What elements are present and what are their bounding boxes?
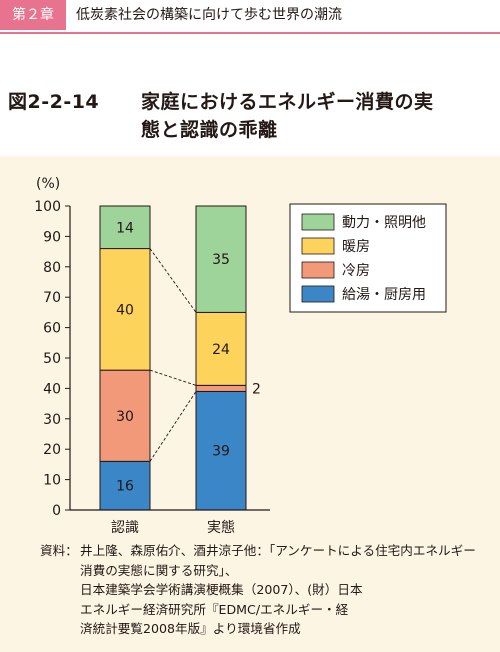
- y-tick-label: 40: [43, 381, 61, 397]
- source-note: 資料： 井上隆、森原佑介、酒井涼子他：「アンケートによる住宅内エネルギー消費の実…: [40, 541, 485, 639]
- source-label: 資料：: [40, 543, 78, 558]
- data-label: 39: [212, 444, 230, 460]
- y-tick-label: 90: [43, 229, 61, 245]
- y-tick-label: 100: [34, 199, 61, 215]
- data-label: 40: [116, 302, 134, 318]
- bar-segment: [195, 205, 247, 313]
- figure-title: 図2-2-14 家庭におけるエネルギー消費の実 態と認識の乖離: [8, 88, 434, 144]
- legend-label: 暖房: [342, 239, 370, 255]
- chart-panel: (%) 0 10 20 30 40 50 60 70 80 90 100 16 30 40 14 認識 39 2 24…: [0, 156, 500, 652]
- bar-segment: [99, 205, 151, 250]
- y-tick-label: 60: [43, 321, 61, 337]
- data-label: 24: [212, 342, 230, 358]
- y-tick-label: 10: [43, 473, 61, 489]
- data-label: 14: [116, 220, 134, 236]
- header-divider: [0, 32, 500, 34]
- legend-swatch: [301, 261, 335, 279]
- figure-title-line1: 家庭におけるエネルギー消費の実: [141, 91, 434, 113]
- y-tick-label: 0: [52, 503, 61, 519]
- data-label: 2: [252, 381, 261, 397]
- data-label: 35: [212, 252, 230, 268]
- bar-segment: [99, 460, 151, 511]
- bar-segment: [195, 311, 247, 386]
- legend-swatch: [301, 285, 335, 303]
- figure-number: 図2-2-14: [8, 91, 100, 113]
- y-tick-label: 70: [43, 290, 61, 306]
- legend-label: 動力・照明他: [342, 215, 426, 231]
- chapter-header: 第２章 低炭素社会の構築に向けて歩む世界の潮流: [0, 0, 500, 34]
- bar-segment: [195, 384, 247, 392]
- legend-label: 冷房: [342, 263, 370, 279]
- x-category-label: 実態: [207, 520, 235, 536]
- data-label: 16: [116, 479, 134, 495]
- y-axis-unit-label: (%): [36, 176, 60, 192]
- legend-swatch: [301, 237, 335, 255]
- y-tick-label: 30: [43, 412, 61, 428]
- legend-swatch: [301, 213, 335, 231]
- y-tick-label: 80: [43, 260, 61, 276]
- chapter-tab: 第２章: [0, 0, 66, 30]
- chapter-title: 低炭素社会の構築に向けて歩む世界の潮流: [76, 7, 342, 23]
- connector-line: [149, 391, 197, 462]
- y-tick-label: 20: [43, 442, 61, 458]
- x-category-label: 認識: [111, 520, 139, 536]
- legend-label: 給湯・厨房用: [342, 286, 426, 303]
- source-text: 井上隆、森原佑介、酒井涼子他：「アンケートによる住宅内エネルギー消費の実態に関す…: [80, 543, 476, 636]
- y-tick-label: 50: [43, 351, 61, 367]
- data-label: 30: [116, 409, 134, 425]
- connector-line: [149, 369, 197, 386]
- connector-line: [149, 248, 197, 313]
- figure-title-line2: 態と認識の乖離: [141, 119, 278, 141]
- stacked-bar-chart: (%) 0 10 20 30 40 50 60 70 80 90 100 16 30 40 14 認識 39 2 24…: [34, 176, 447, 536]
